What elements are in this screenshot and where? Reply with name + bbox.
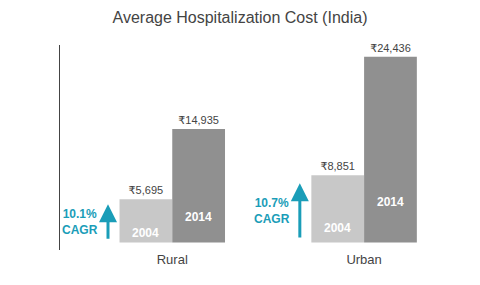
svg-text:2004: 2004 — [132, 226, 159, 240]
svg-text:₹24,436: ₹24,436 — [370, 42, 411, 54]
svg-text:₹5,695: ₹5,695 — [129, 184, 164, 196]
svg-text:10.1%CAGR: 10.1%CAGR — [62, 207, 98, 237]
svg-text:2004: 2004 — [324, 221, 351, 235]
svg-text:10.7%CAGR: 10.7%CAGR — [254, 196, 290, 226]
svg-text:₹14,935: ₹14,935 — [178, 114, 219, 126]
svg-text:2014: 2014 — [185, 210, 212, 224]
svg-text:Urban: Urban — [346, 252, 381, 267]
svg-text:Rural: Rural — [157, 252, 188, 267]
svg-text:₹8,851: ₹8,851 — [320, 160, 355, 172]
svg-text:2014: 2014 — [377, 195, 404, 209]
svg-text:Average Hospitalization Cost (: Average Hospitalization Cost (India) — [113, 9, 368, 26]
